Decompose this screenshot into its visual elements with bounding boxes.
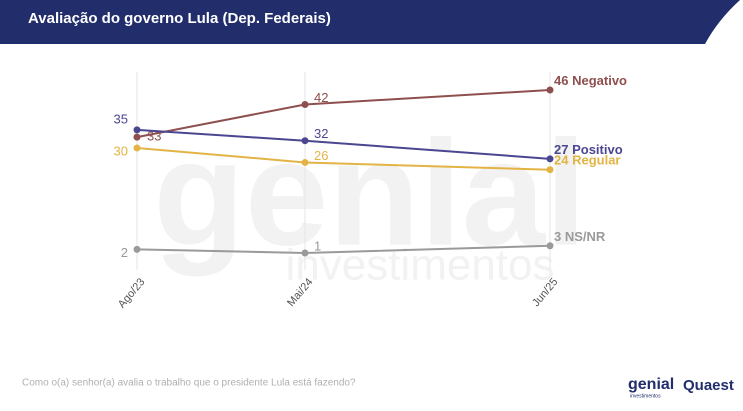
data-label: 30 bbox=[114, 143, 128, 158]
point bbox=[133, 126, 141, 134]
end-label: 24 Regular bbox=[554, 153, 621, 168]
data-label: 3 bbox=[554, 229, 561, 244]
logo: Quaest bbox=[683, 377, 734, 394]
point bbox=[133, 245, 141, 253]
point bbox=[301, 158, 309, 166]
point bbox=[133, 144, 141, 152]
data-label: 32 bbox=[314, 126, 328, 141]
data-label: 26 bbox=[314, 148, 328, 163]
legend-label: Negativo bbox=[572, 73, 627, 88]
logo: genial bbox=[628, 376, 674, 393]
legend-label: Regular bbox=[572, 153, 620, 168]
point bbox=[301, 100, 309, 108]
watermark: genial bbox=[153, 109, 586, 277]
point bbox=[546, 155, 554, 163]
point bbox=[546, 86, 554, 94]
point bbox=[546, 242, 554, 250]
point bbox=[301, 137, 309, 145]
x-tick-label: Ago/23 bbox=[116, 276, 148, 310]
watermark: investimentos bbox=[285, 241, 554, 290]
footnote: Como o(a) senhor(a) avalia o trabalho qu… bbox=[22, 378, 356, 389]
logo: investimentos bbox=[630, 393, 661, 399]
data-label: 42 bbox=[314, 90, 328, 105]
end-label: 27 Positivo bbox=[554, 142, 623, 157]
legend-label: NS/NR bbox=[565, 229, 606, 244]
data-label: 46 bbox=[554, 73, 568, 88]
end-label: 46 Negativo bbox=[554, 73, 627, 88]
header-banner bbox=[0, 0, 740, 44]
point bbox=[133, 133, 141, 141]
data-label: 35 bbox=[114, 111, 128, 126]
point bbox=[546, 166, 554, 174]
chart-title: Avaliação do governo Lula (Dep. Federais… bbox=[28, 10, 331, 27]
data-label: 2 bbox=[121, 245, 128, 260]
data-label: 24 bbox=[554, 153, 569, 168]
data-label: 1 bbox=[314, 238, 321, 253]
legend-label: Positivo bbox=[572, 142, 623, 157]
end-label: 3 NS/NR bbox=[554, 229, 606, 244]
point bbox=[301, 249, 309, 257]
data-label: 27 bbox=[554, 142, 568, 157]
data-label: 33 bbox=[147, 129, 161, 144]
